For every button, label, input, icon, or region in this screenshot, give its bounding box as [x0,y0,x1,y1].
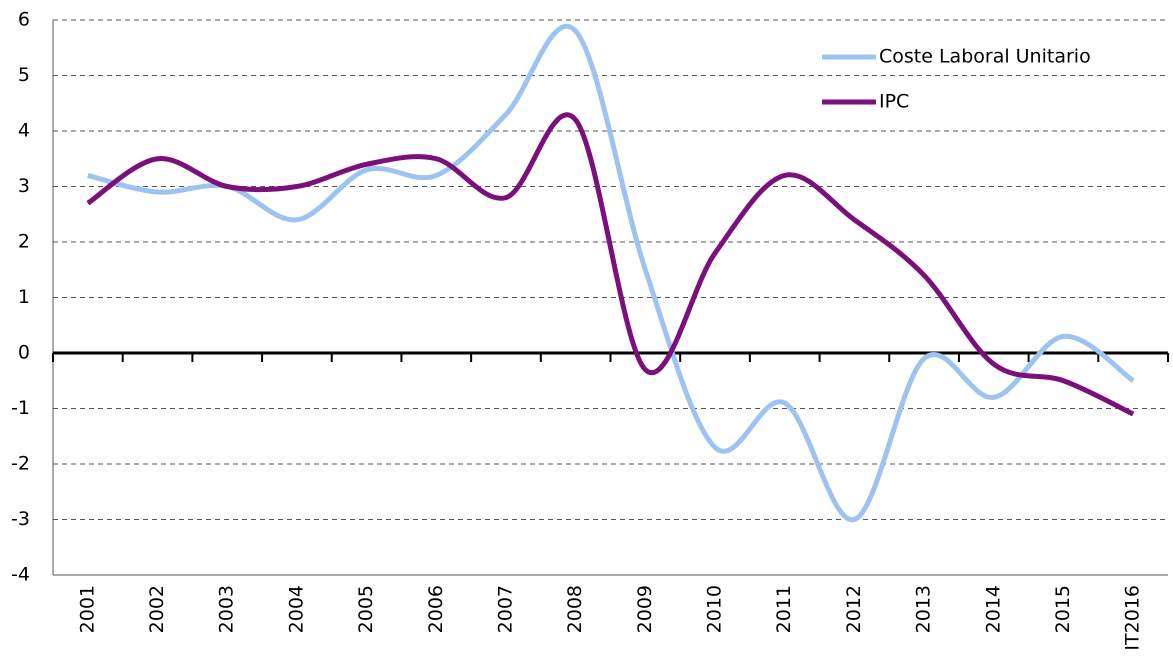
x-tick-label: 2007 [494,585,516,633]
x-tick-label: 2009 [634,585,656,633]
y-tick-label: 0 [18,342,30,364]
legend-label: Coste Laboral Unitario [879,46,1091,68]
legend-label: IPC [879,91,909,113]
x-tick-label: 2008 [564,585,586,633]
x-tick-label: 2012 [843,585,865,633]
series-line [87,23,1135,523]
x-tick-label: 2013 [913,585,935,633]
y-tick-label: -4 [11,564,30,586]
x-tick-label: 2006 [425,585,447,633]
y-tick-label: 3 [18,175,30,197]
x-tick-label: 2003 [216,585,238,633]
x-tick-label: 2010 [704,585,726,633]
x-tick-label: 2011 [773,585,795,633]
y-tick-label: 5 [18,64,30,86]
x-tick-label: IT2016 [1122,585,1144,651]
y-tick-label: -1 [11,397,30,419]
x-tick-label: 2002 [146,585,168,633]
series-line [86,112,1135,417]
y-tick-label: 6 [18,9,30,31]
y-tick-label: 2 [18,231,30,253]
y-tick-label: -3 [11,508,30,530]
x-tick-label: 2001 [76,585,98,633]
x-tick-label: 2014 [982,585,1004,633]
y-tick-label: -2 [11,453,30,475]
x-tick-label: 2004 [285,585,307,633]
x-tick-label: 2015 [1052,585,1074,633]
y-tick-label: 4 [18,120,30,142]
y-tick-label: 1 [18,286,30,308]
x-tick-label: 2005 [355,585,377,633]
